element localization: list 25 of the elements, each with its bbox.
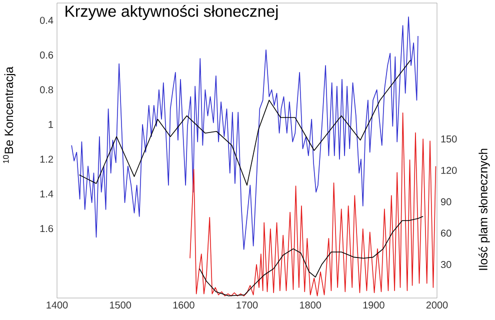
- chart-title: Krzywe aktywności słonecznej: [66, 4, 278, 20]
- y-tick-label: 0.6: [40, 52, 54, 59]
- y2-tick-label: 150: [441, 135, 457, 143]
- x-tick-label: 1900: [363, 302, 384, 309]
- x-tick-label: 1600: [173, 302, 194, 309]
- line-series: [199, 216, 424, 296]
- y-tick-label: 1.4: [40, 190, 54, 198]
- x-tick-label: 1400: [46, 302, 68, 309]
- y-tick-label: 1.2: [40, 156, 53, 163]
- y-tick-label: 0.8: [40, 86, 54, 94]
- line-series: [78, 60, 411, 186]
- y2-tick-label: 30: [440, 261, 452, 268]
- y-axis-title: $^{10}$Be Koncentracja: [3, 66, 16, 164]
- y-tick-label: 1.6: [40, 225, 54, 232]
- line-series: [190, 112, 436, 296]
- y2-tick-label: 120: [441, 166, 457, 174]
- x-tick-label: 1700: [236, 302, 258, 309]
- y2-tick-label: 60: [441, 230, 452, 237]
- y-tick-label: 1: [48, 121, 53, 128]
- y2-tick-label: 90: [440, 198, 452, 206]
- x-tick-label: 1500: [110, 302, 132, 309]
- y2-axis-title: Ilość plam słonecznych: [478, 148, 490, 270]
- y-tick-label: 0.4: [40, 16, 54, 24]
- x-tick-label: 1800: [300, 302, 322, 309]
- x-tick-label: 2000: [426, 302, 448, 309]
